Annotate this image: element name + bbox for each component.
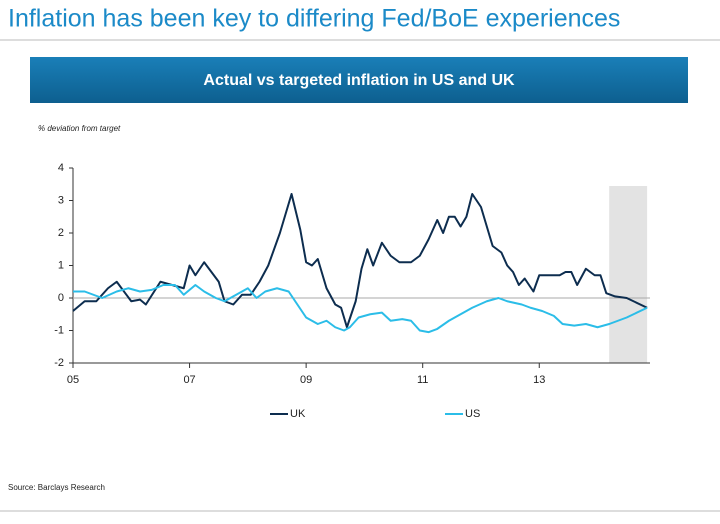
y-tick-label: 2 xyxy=(58,227,64,239)
y-tick-label: 0 xyxy=(58,292,64,304)
legend-label: US xyxy=(465,408,480,420)
series-line xyxy=(72,193,648,329)
banner xyxy=(30,57,688,103)
x-tick-label: 11 xyxy=(417,374,428,386)
y-tick-label: 1 xyxy=(58,259,64,271)
chart-title: Actual vs targeted inflation in US and U… xyxy=(203,72,515,89)
source: Source: Barclays Research xyxy=(8,483,105,492)
x-tick-label: 09 xyxy=(300,374,312,386)
x-tick-label: 13 xyxy=(533,374,545,386)
y-tick-label: 3 xyxy=(58,194,64,206)
legend-label: UK xyxy=(290,408,306,420)
y-tick-label: -2 xyxy=(54,357,64,369)
y-tick-label: -1 xyxy=(54,324,64,336)
page-title: Inflation has been key to differing Fed/… xyxy=(8,5,620,33)
series-line xyxy=(73,284,648,334)
y-tick-label: 4 xyxy=(58,162,64,174)
x-tick-label: 05 xyxy=(67,374,79,386)
y-axis-label: % deviation from target xyxy=(38,124,121,133)
forecast-shade xyxy=(609,186,648,363)
x-tick-label: 07 xyxy=(183,374,195,386)
